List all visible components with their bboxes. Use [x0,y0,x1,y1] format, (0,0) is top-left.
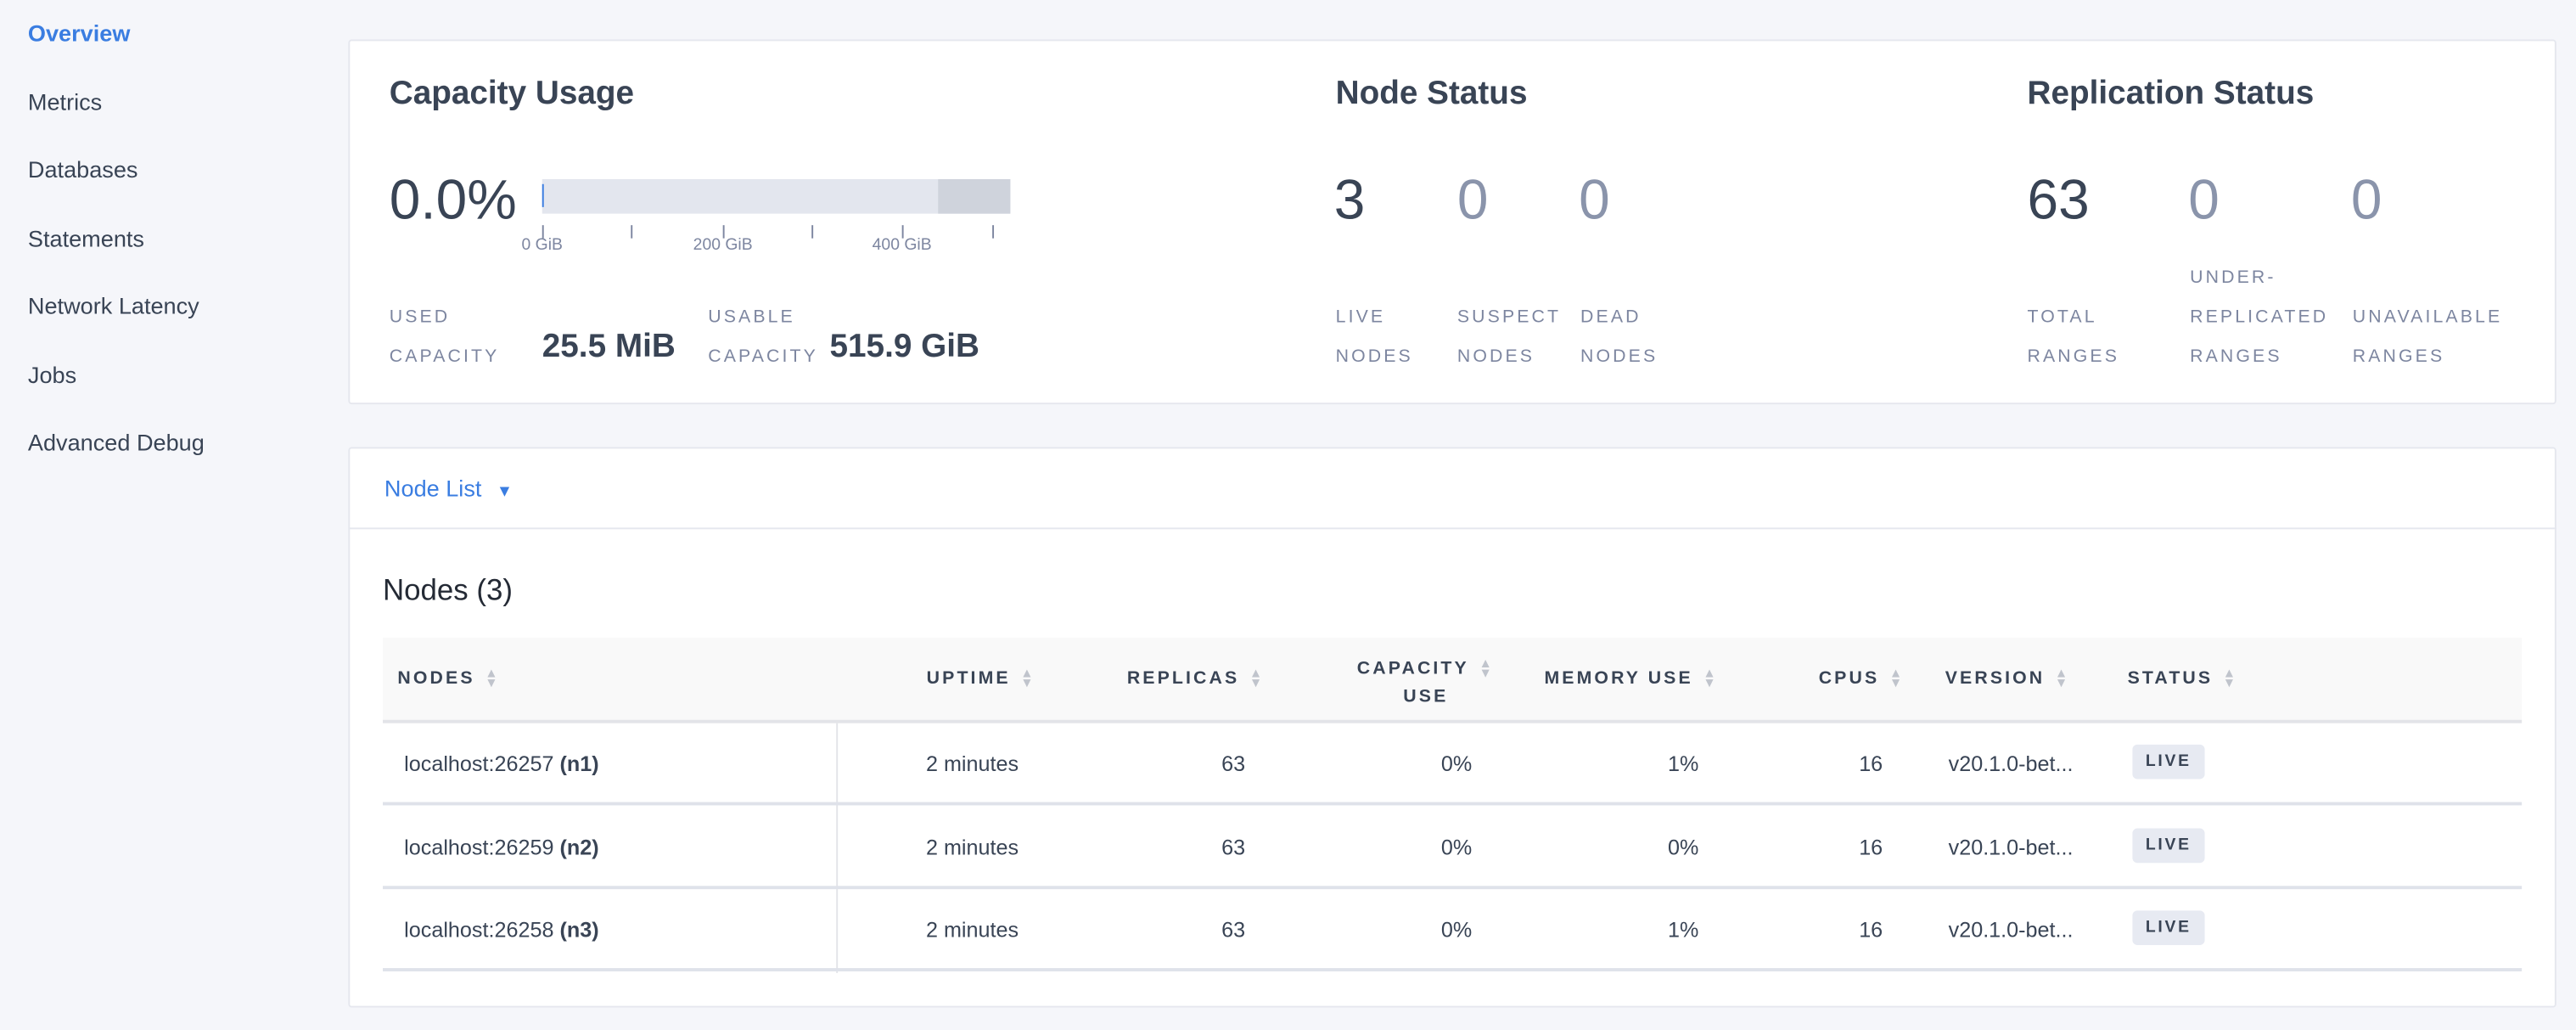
column-cpus[interactable]: CPUS ▲ ▼ [1818,666,1905,691]
replication-status-title: Replication Status [2027,76,2315,112]
column-memory-use[interactable]: MEMORY USE ▲ ▼ [1544,666,1719,691]
version-cell: v20.1.0-bet... [1948,751,2074,776]
cluster-summary-card [348,39,2556,405]
caret-down-icon: ▼ [496,483,514,502]
under-replicated-count: 0 [2188,169,2220,232]
memory-cell: 1% [1668,751,1699,776]
table-row: localhost:26259 (n2) 2 minutes 63 0% 0% … [382,807,2523,889]
suspect-nodes-count: 0 [1456,169,1489,232]
sidebar-item-metrics[interactable]: Metrics [27,88,103,115]
capacity-cell: 0% [1440,834,1473,859]
status-badge: LIVE [2132,744,2205,780]
sort-icon: ▲ ▼ [1889,666,1905,691]
table-row: localhost:26257 (n1) 2 minutes 63 0% 1% … [382,723,2523,806]
suspect-nodes-label: SUSPECT NODES [1456,307,1562,367]
column-version[interactable]: VERSION ▲ ▼ [1945,666,2071,691]
cpus-cell: 16 [1859,751,1883,776]
sidebar-item-statements[interactable]: Statements [27,225,145,252]
replicas-cell: 63 [1221,917,1246,943]
node-status-title: Node Status [1335,76,1528,112]
nodes-heading: Nodes (3) [382,573,513,607]
capacity-cell: 0% [1440,917,1473,943]
node-address[interactable]: localhost:26258 (n3) [404,917,599,943]
capacity-title: Capacity Usage [389,76,635,112]
column-replicas[interactable]: REPLICAS ▲ ▼ [1126,666,1266,691]
uptime-cell: 2 minutes [925,917,1019,943]
uptime-cell: 2 minutes [925,751,1019,776]
column-status[interactable]: STATUS ▲ ▼ [2127,666,2239,691]
status-badge: LIVE [2132,911,2205,946]
replicas-cell: 63 [1221,834,1246,859]
capacity-tick-label: 0 GiB [521,236,563,256]
table-row: localhost:26258 (n3) 2 minutes 63 0% 1% … [382,890,2523,972]
sidebar-item-overview[interactable]: Overview [27,20,131,47]
capacity-bar [542,178,1011,214]
memory-cell: 0% [1668,834,1699,859]
column-nodes[interactable]: NODES ▲ ▼ [397,666,501,691]
capacity-percent: 0.0% [389,169,517,232]
sort-icon: ▲ ▼ [2222,666,2239,691]
cpus-cell: 16 [1859,917,1883,943]
column-capacity-use[interactable]: CAPACITY ▲ ▼ USE [1356,656,1495,707]
sort-icon: ▲ ▼ [1703,666,1719,691]
version-cell: v20.1.0-bet... [1948,834,2074,859]
dead-nodes-label: DEAD NODES [1580,307,1658,367]
capacity-used-fill [542,183,544,207]
sidebar-item-advanced-debug[interactable]: Advanced Debug [27,429,205,456]
column-uptime[interactable]: UPTIME ▲ ▼ [926,666,1036,691]
sort-icon: ▲ ▼ [1479,656,1495,681]
usable-capacity-label: USABLE CAPACITY [708,307,818,367]
sort-icon: ▲ ▼ [485,666,501,691]
dead-nodes-count: 0 [1579,169,1610,232]
unavailable-ranges-label: UNAVAILABLE RANGES [2352,307,2503,367]
usable-capacity-value: 515.9 GiB [829,329,979,365]
cpus-cell: 16 [1859,834,1883,859]
node-address[interactable]: localhost:26259 (n2) [404,834,599,859]
sort-icon: ▲ ▼ [1249,666,1266,691]
under-replicated-label: UNDER- REPLICATED RANGES [2190,267,2329,367]
sidebar-item-databases[interactable]: Databases [27,155,138,183]
uptime-cell: 2 minutes [925,834,1019,859]
total-ranges-label: TOTAL RANGES [2027,307,2120,367]
replicas-cell: 63 [1221,751,1246,776]
live-nodes-label: LIVE NODES [1335,307,1413,367]
sort-icon: ▲ ▼ [2054,666,2071,691]
live-nodes-count: 3 [1333,169,1366,232]
table-header [382,638,2523,723]
sidebar-item-network-latency[interactable]: Network Latency [27,292,199,319]
sort-icon: ▲ ▼ [1020,666,1036,691]
sidebar-item-jobs[interactable]: Jobs [27,361,77,388]
node-list-dropdown[interactable]: Node List ▼ [384,475,514,502]
total-ranges-count: 63 [2027,169,2090,232]
status-badge: LIVE [2132,827,2205,863]
memory-cell: 1% [1668,917,1699,943]
capacity-tick-label: 400 GiB [872,236,932,256]
used-capacity-value: 25.5 MiB [542,329,676,365]
capacity-tick-label: 200 GiB [693,236,753,256]
node-address[interactable]: localhost:26257 (n1) [404,751,599,776]
unavailable-ranges-count: 0 [2350,169,2382,232]
capacity-cell: 0% [1440,751,1473,776]
version-cell: v20.1.0-bet... [1948,917,2074,943]
used-capacity-label: USED CAPACITY [389,307,500,367]
